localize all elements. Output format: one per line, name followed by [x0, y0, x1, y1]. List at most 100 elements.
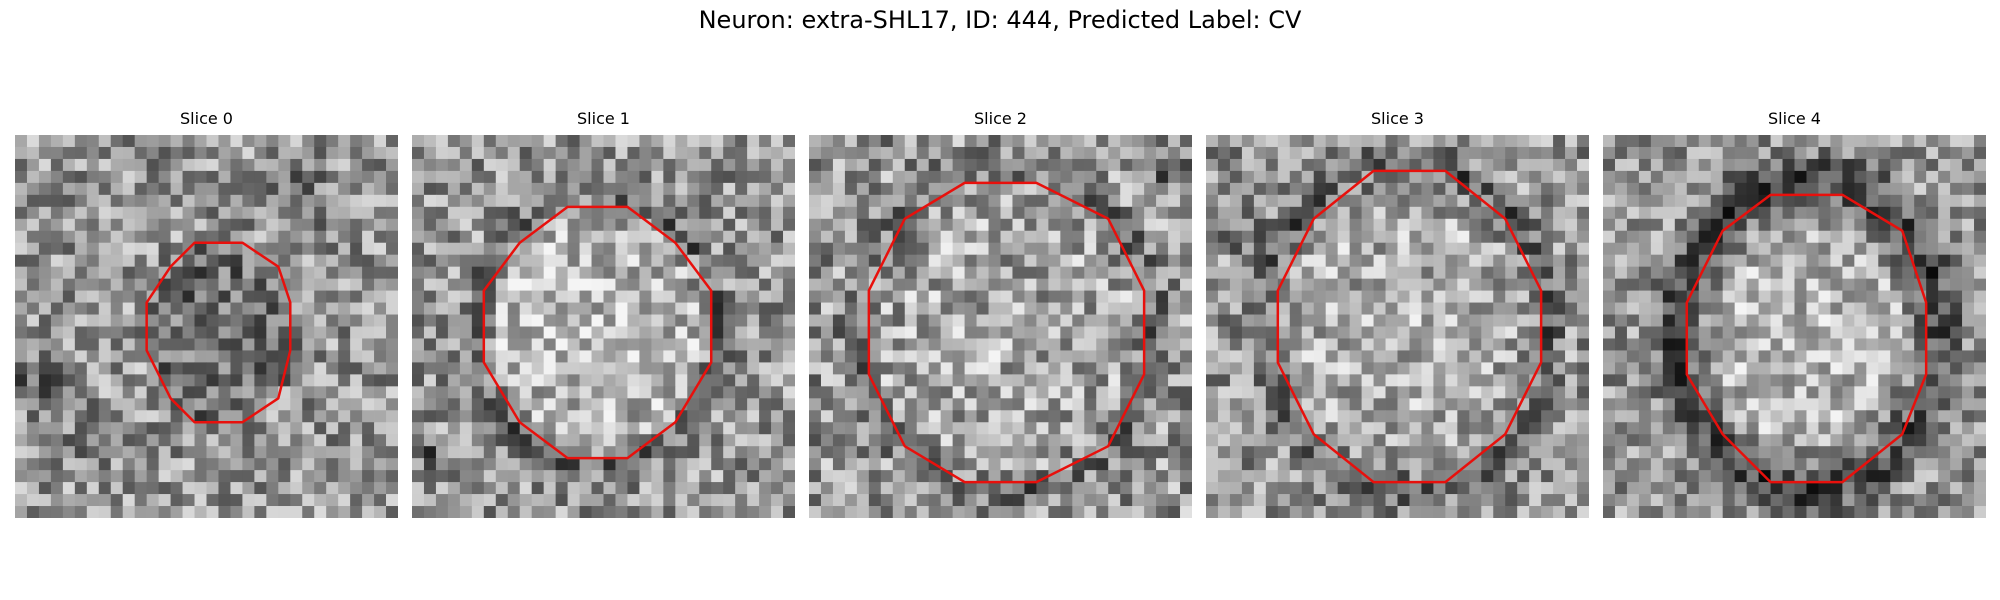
pixel-cell [230, 218, 243, 232]
pixel-cell [1505, 374, 1518, 387]
pixel-cell [1710, 350, 1724, 363]
pixel-cell [1686, 302, 1700, 315]
pixel-cell [447, 254, 461, 268]
pixel-cell [1626, 290, 1640, 303]
pixel-cell [1373, 494, 1386, 507]
pixel-cell [1349, 482, 1362, 495]
pixel-cell [1662, 350, 1676, 363]
pixel-cell [134, 266, 148, 280]
pixel-cell [471, 398, 485, 411]
pixel-cell [1265, 242, 1279, 256]
pixel-cell [1926, 326, 1939, 339]
pixel-cell [38, 302, 52, 315]
pixel-cell [1974, 158, 1986, 172]
pixel-cell [86, 338, 100, 351]
pixel-cell [326, 290, 339, 303]
pixel-cell [543, 254, 557, 268]
pixel-cell [1698, 302, 1712, 315]
pixel-cell [1974, 326, 1986, 339]
pixel-cell [591, 135, 604, 148]
pixel-cell [1096, 182, 1109, 196]
pixel-cell [74, 242, 88, 256]
pixel-cell [567, 494, 580, 507]
pixel-cell [386, 170, 398, 184]
pixel-cell [1603, 158, 1616, 172]
pixel-cell [699, 422, 712, 435]
pixel-cell [110, 290, 124, 303]
pixel-cell [1710, 290, 1724, 303]
pixel-cell [1529, 482, 1542, 495]
pixel-cell [1120, 326, 1133, 339]
pixel-cell [1325, 482, 1339, 495]
pixel-cell [916, 434, 930, 447]
pixel-cell [615, 158, 628, 172]
pixel-cell [302, 470, 315, 483]
pixel-cell [531, 458, 545, 471]
pixel-cell [651, 290, 664, 303]
pixel-cell [254, 374, 267, 387]
pixel-cell [591, 170, 604, 184]
pixel-cell [1806, 410, 1819, 423]
pixel-cell [1914, 194, 1927, 208]
pixel-cell [1206, 314, 1219, 327]
pixel-cell [1120, 302, 1133, 315]
slice-image-3 [1206, 135, 1589, 518]
pixel-cell [1457, 182, 1470, 196]
pixel-cell [278, 254, 291, 268]
pixel-cell [771, 182, 784, 196]
pixel-cell [1722, 170, 1736, 184]
pixel-cell [759, 278, 772, 291]
pixel-cell [1650, 386, 1664, 399]
pixel-cell [1493, 290, 1506, 303]
pixel-cell [1277, 194, 1291, 208]
pixel-cell [675, 158, 688, 172]
pixel-cell [435, 314, 449, 327]
pixel-cell [1926, 362, 1939, 375]
pixel-cell [809, 158, 822, 172]
pixel-cell [50, 314, 64, 327]
pixel-cell [651, 242, 664, 256]
pixel-cell [1024, 350, 1037, 363]
pixel-cell [1842, 146, 1855, 160]
pixel-cell [266, 158, 279, 172]
pixel-cell [1229, 290, 1243, 303]
pixel-cell [242, 422, 255, 435]
pixel-cell [809, 326, 822, 339]
pixel-cell [230, 266, 243, 280]
pixel-cell [134, 374, 148, 387]
pixel-cell [1349, 278, 1362, 291]
pixel-cell [735, 182, 748, 196]
pixel-cell [206, 434, 219, 447]
pixel-cell [62, 218, 76, 232]
pixel-cell [735, 338, 748, 351]
pixel-cell [495, 434, 509, 447]
pixel-cell [122, 170, 136, 184]
pixel-cell [1914, 254, 1927, 268]
pixel-cell [1914, 410, 1927, 423]
pixel-cell [1662, 326, 1676, 339]
pixel-cell [699, 158, 712, 172]
pixel-cell [1072, 326, 1085, 339]
pixel-cell [1493, 506, 1506, 518]
pixel-cell [1650, 278, 1664, 291]
pixel-cell [868, 242, 882, 256]
pixel-cell [170, 146, 183, 160]
pixel-cell [988, 218, 1001, 232]
pixel-cell [206, 398, 219, 411]
pixel-cell [783, 266, 795, 280]
pixel-cell [1168, 314, 1181, 327]
pixel-cell [290, 398, 303, 411]
pixel-cell [699, 170, 712, 184]
pixel-cell [50, 182, 64, 196]
pixel-cell [820, 146, 834, 160]
pixel-cell [1084, 398, 1097, 411]
pixel-cell [1313, 314, 1327, 327]
pixel-cell [26, 338, 40, 351]
pixel-cell [1180, 398, 1192, 411]
pixel-cell [374, 302, 387, 315]
pixel-cell [1962, 362, 1975, 375]
pixel-cell [218, 278, 231, 291]
pixel-cell [567, 206, 580, 220]
pixel-cell [904, 494, 918, 507]
pixel-cell [1553, 350, 1566, 363]
